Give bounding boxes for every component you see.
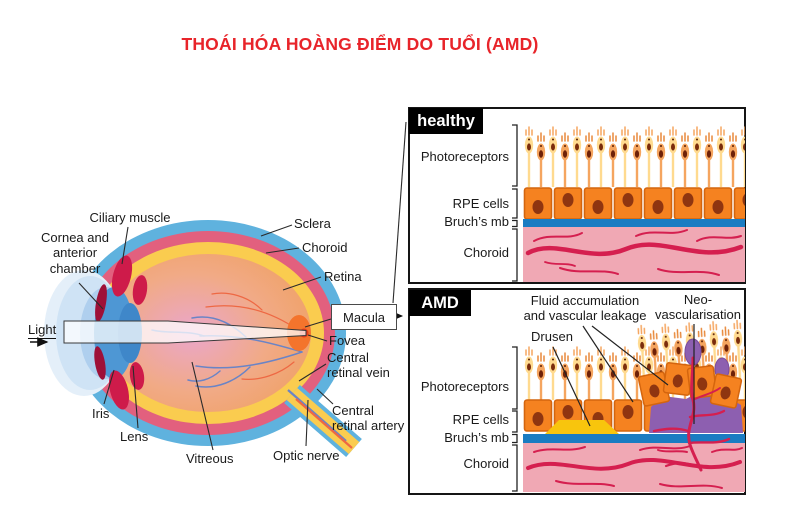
healthy-panel-title: healthy: [409, 108, 483, 134]
fovea-spot: [299, 328, 309, 338]
label-fovea: Fovea: [329, 333, 366, 348]
anterior-segment: [44, 255, 148, 410]
healthy-label-rpe-cells: RPE cells: [452, 196, 509, 211]
label-light-text: Light: [28, 322, 57, 339]
label-sclera: Sclera: [294, 216, 331, 231]
retinal-vessels: [151, 292, 303, 388]
healthy-label-choroid: Choroid: [463, 245, 509, 260]
label-light: Light: [28, 322, 57, 339]
amd-label-fluid-accumulation: Fluid accumulation and vascular leakage: [523, 293, 647, 324]
label-retina: Retina: [324, 269, 362, 284]
amd-label-choroid: Choroid: [463, 456, 509, 471]
page-title: THOÁI HÓA HOÀNG ĐIỂM DO TUỔI (AMD): [181, 34, 539, 54]
label-ciliary-muscle: Ciliary muscle: [89, 210, 171, 225]
label-vitreous: Vitreous: [186, 451, 234, 466]
amd-label-bruchs-mb: Bruch’s mb: [444, 430, 509, 445]
label-macula-box: Macula: [331, 304, 397, 330]
amd-panel-title: AMD: [409, 290, 471, 316]
label-cornea-anterior-chamber: Cornea and anterior chamber: [41, 230, 109, 276]
label-iris: Iris: [92, 406, 110, 421]
label-central-retinal-artery: Central retinal artery: [332, 403, 405, 434]
label-choroid: Choroid: [302, 240, 348, 255]
healthy-label-bruchs-mb: Bruch’s mb: [444, 214, 509, 229]
eye-leader-lines: [78, 121, 407, 451]
amd-label-neovascularisation: Neo- vascularisation: [655, 292, 741, 323]
amd-label-rpe-cells: RPE cells: [452, 412, 509, 427]
lens-shape: [118, 303, 142, 363]
amd-label-photoreceptors: Photoreceptors: [420, 379, 509, 394]
macula-spot: [287, 315, 311, 351]
light-beam: [63, 320, 307, 344]
label-lens: Lens: [120, 429, 149, 444]
label-optic-nerve: Optic nerve: [273, 448, 340, 463]
healthy-label-photoreceptors: Photoreceptors: [420, 149, 509, 164]
label-central-retinal-vein: Central retinal vein: [327, 350, 390, 381]
iris-ciliary: [94, 255, 148, 410]
amd-label-drusen: Drusen: [531, 329, 573, 344]
